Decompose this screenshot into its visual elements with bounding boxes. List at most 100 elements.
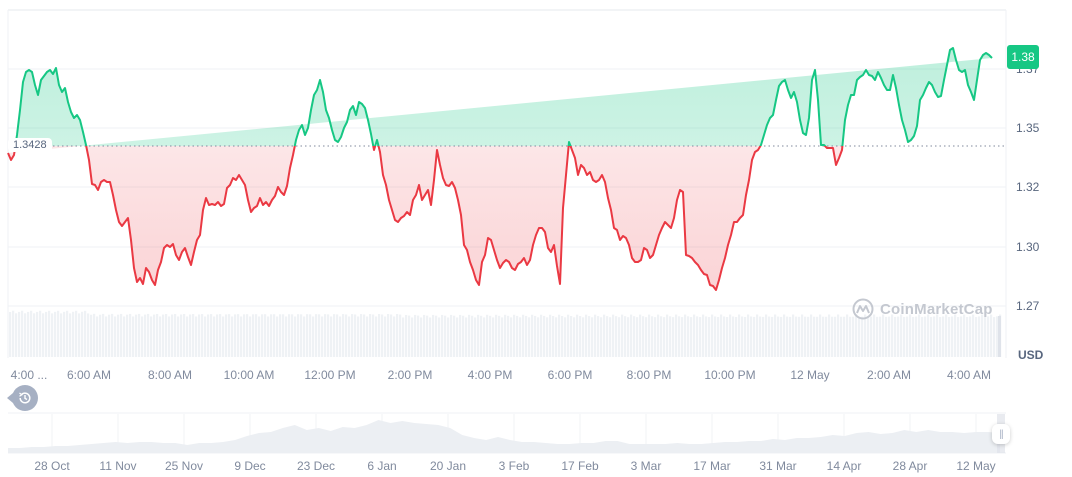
volume-bar [174, 314, 177, 357]
volume-bar [384, 316, 387, 357]
volume-bar [171, 314, 174, 357]
volume-bar [825, 316, 828, 357]
history-icon [19, 392, 31, 404]
volume-bar [60, 313, 63, 357]
volume-bar [573, 317, 576, 357]
volume-bar [156, 313, 159, 357]
navigator-date-label: 9 Dec [234, 459, 266, 473]
volume-bar [624, 316, 627, 357]
volume-bar [309, 314, 312, 357]
volume-bar [639, 314, 642, 357]
volume-bar [99, 314, 102, 357]
volume-bar [699, 317, 702, 357]
volume-bar [816, 316, 819, 357]
y-tick-3: 1.32 [1016, 180, 1040, 194]
volume-bar [615, 316, 618, 357]
volume-bar [954, 314, 957, 357]
volume-bar [177, 316, 180, 357]
volume-bar [195, 316, 198, 357]
down-area [8, 146, 843, 290]
volume-bar [240, 316, 243, 357]
volume-bar [417, 315, 420, 357]
volume-bar [294, 316, 297, 357]
volume-bar [462, 315, 465, 357]
volume-bar [549, 314, 552, 357]
volume-bar [48, 310, 51, 357]
volume-bar [801, 314, 804, 357]
volume-bar [357, 316, 360, 357]
volume-bar [786, 316, 789, 357]
volume-bar [345, 314, 348, 357]
volume-bar [327, 314, 330, 357]
volume-bar [489, 315, 492, 357]
volume-bar [684, 314, 687, 357]
volume-bar [465, 317, 468, 357]
volume-bar [111, 313, 114, 357]
x-tick-label: 12 May [790, 368, 830, 382]
volume-bar [996, 316, 999, 357]
watermark-text: CoinMarketCap [880, 300, 993, 318]
volume-bar [297, 314, 300, 357]
volume-bar [648, 314, 651, 357]
volume-bar [657, 314, 660, 357]
volume-bar [582, 317, 585, 357]
volume-bar [189, 314, 192, 357]
x-tick-label: 2:00 PM [387, 368, 433, 382]
volume-bar [783, 314, 786, 357]
volume-bar [687, 316, 690, 357]
x-tick-label: 4:00 PM [467, 368, 513, 382]
volume-bar [9, 311, 12, 357]
volume-bar [426, 315, 429, 357]
volume-bar [396, 313, 399, 357]
volume-bar [330, 316, 333, 357]
volume-bar [438, 317, 441, 357]
volume-bar [852, 316, 855, 357]
x-tick-label: 10:00 PM [704, 368, 756, 382]
volume-bar [237, 314, 240, 357]
volume-bar [741, 316, 744, 357]
volume-bar [855, 314, 858, 357]
volume-bar [192, 314, 195, 357]
volume-bar [354, 314, 357, 357]
volume-bar [228, 314, 231, 357]
volume-bar [108, 314, 111, 357]
volume-bar [492, 317, 495, 357]
volume-bar [303, 316, 306, 357]
volume-bar [990, 314, 993, 357]
volume-bar [183, 314, 186, 357]
history-button[interactable] [7, 385, 38, 411]
volume-bar [546, 317, 549, 357]
navigator-series[interactable] [8, 414, 1000, 453]
navigator-date-label: 17 Feb [561, 459, 599, 473]
x-tick-label: 8:00 AM [147, 368, 193, 382]
volume-bar [291, 314, 294, 357]
volume-bar [744, 316, 747, 357]
volume-bar [543, 315, 546, 357]
volume-bar [180, 314, 183, 357]
volume-bar [888, 316, 891, 357]
navigator-date-label: 11 Nov [99, 459, 137, 473]
volume-bar [756, 314, 759, 357]
volume-bar [54, 311, 57, 357]
volume-bar [369, 314, 372, 357]
baseline-price-label: 1.3428 [8, 138, 52, 152]
volume-bar [69, 313, 72, 357]
navigator-date-label: 23 Dec [296, 459, 336, 473]
navigator-area [8, 420, 1000, 453]
volume-bar [750, 316, 753, 357]
volume-bar [621, 314, 624, 357]
volume-bar [753, 316, 756, 357]
volume-bar [711, 314, 714, 357]
volume-bar [12, 310, 15, 357]
volume-bar [570, 316, 573, 357]
volume-bar [339, 316, 342, 357]
x-tick-label: 4:00 ... [10, 368, 48, 382]
volume-bar [249, 316, 252, 357]
volume-bar [669, 316, 672, 357]
volume-bar [780, 316, 783, 357]
navigator-handle[interactable]: || [992, 424, 1010, 444]
volume-bar [366, 316, 369, 357]
volume-bar [909, 314, 912, 357]
volume-bar [450, 314, 453, 357]
